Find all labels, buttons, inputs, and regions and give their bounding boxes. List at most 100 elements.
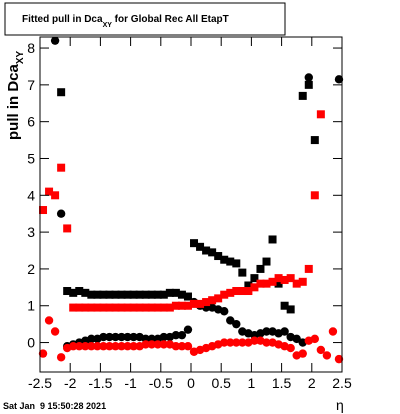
- title-sub: XY: [103, 22, 113, 29]
- x-tick-label: -2.5: [28, 375, 52, 391]
- x-tick-label: -0.5: [149, 375, 173, 391]
- point: [226, 316, 235, 325]
- point: [286, 343, 295, 353]
- point: [159, 340, 169, 349]
- point: [196, 242, 205, 251]
- point: [81, 342, 90, 351]
- point: [304, 73, 313, 82]
- point: [75, 342, 84, 351]
- y-label-main: pull in Dca: [5, 64, 22, 141]
- point: [87, 334, 96, 344]
- point: [328, 327, 338, 336]
- point: [226, 257, 235, 266]
- point: [147, 340, 156, 349]
- point: [50, 36, 60, 45]
- y-tick-label: 4: [27, 187, 35, 203]
- point: [57, 163, 66, 172]
- point: [44, 316, 54, 325]
- point: [177, 301, 186, 310]
- point: [268, 277, 277, 286]
- point: [105, 342, 114, 351]
- point: [93, 303, 102, 312]
- point: [153, 303, 162, 312]
- point: [123, 342, 132, 351]
- point: [111, 303, 120, 312]
- point: [50, 327, 60, 336]
- point: [159, 332, 169, 342]
- point: [226, 288, 235, 297]
- point: [99, 290, 108, 299]
- point: [117, 332, 126, 342]
- point: [93, 342, 102, 351]
- point: [135, 303, 144, 312]
- point: [129, 332, 138, 342]
- point: [57, 88, 66, 97]
- point: [202, 246, 211, 255]
- point: [322, 351, 332, 360]
- point: [286, 305, 295, 314]
- plot-area: [38, 36, 344, 364]
- point: [274, 279, 283, 288]
- point: [147, 303, 156, 312]
- point: [159, 290, 168, 299]
- point: [87, 342, 96, 351]
- point: [220, 307, 229, 316]
- point: [334, 354, 344, 364]
- point: [129, 290, 138, 299]
- point: [39, 206, 48, 215]
- point: [226, 338, 235, 347]
- point: [111, 342, 120, 351]
- point: [75, 303, 84, 312]
- point: [220, 290, 229, 299]
- point: [153, 340, 162, 349]
- point: [141, 303, 150, 312]
- y-tick-label: 2: [27, 261, 35, 277]
- y-tick-label: 8: [27, 40, 35, 56]
- point: [141, 340, 150, 349]
- point: [45, 187, 54, 196]
- point: [190, 299, 199, 308]
- point: [262, 279, 271, 288]
- point: [196, 299, 205, 308]
- point: [111, 290, 120, 299]
- x-tick-label: 1.5: [272, 375, 292, 391]
- point: [177, 330, 187, 340]
- point: [208, 296, 217, 305]
- point: [232, 319, 241, 329]
- point: [262, 327, 271, 336]
- point: [165, 288, 174, 297]
- point: [69, 288, 78, 297]
- x-tick-label: 0: [187, 375, 195, 391]
- x-axis-label: η: [336, 397, 344, 413]
- point: [153, 290, 162, 299]
- point: [117, 342, 126, 351]
- point: [316, 345, 326, 355]
- y-label-sub: XY: [15, 50, 26, 64]
- point: [334, 75, 344, 84]
- point: [238, 287, 247, 296]
- point: [280, 327, 289, 336]
- point: [292, 279, 301, 288]
- point: [123, 303, 132, 312]
- x-tick-label: 1: [248, 375, 256, 391]
- point: [262, 257, 271, 266]
- point: [214, 252, 223, 261]
- point: [274, 274, 283, 283]
- point: [208, 248, 217, 257]
- point: [69, 303, 78, 312]
- title-box: [4, 2, 286, 36]
- point: [190, 239, 199, 248]
- point: [183, 325, 193, 334]
- x-tick-label: -1.5: [88, 375, 112, 391]
- y-tick-label: 7: [27, 77, 35, 93]
- point: [99, 342, 108, 351]
- point: [87, 303, 96, 312]
- point: [171, 288, 180, 297]
- point: [250, 283, 259, 292]
- point: [165, 303, 174, 312]
- point: [159, 303, 168, 312]
- point: [93, 290, 102, 299]
- point: [310, 191, 319, 200]
- point: [135, 290, 144, 299]
- point: [56, 353, 66, 362]
